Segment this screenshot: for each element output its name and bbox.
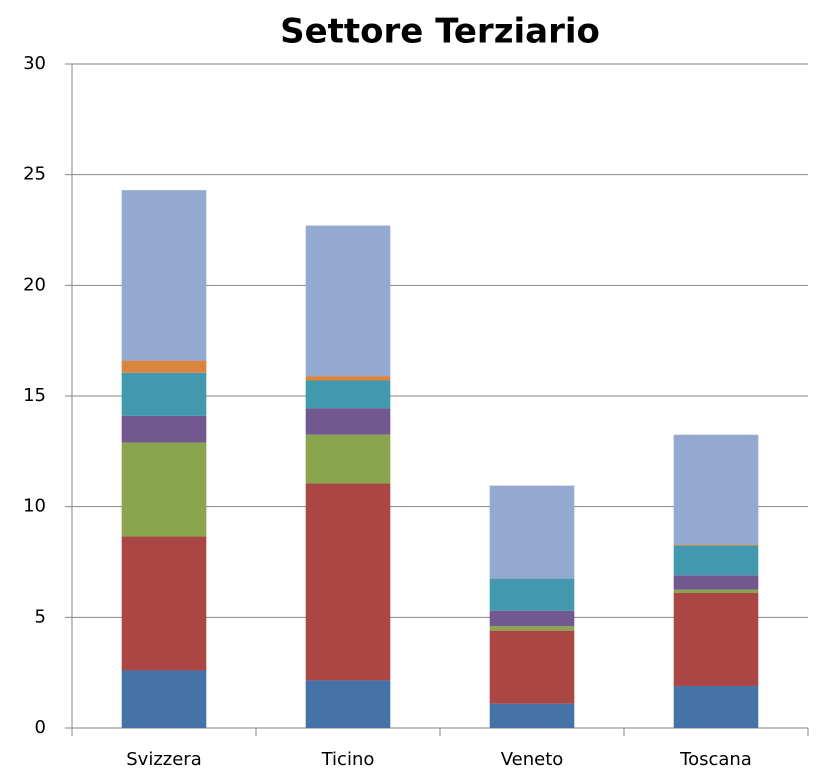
- x-tick-label: Ticino: [321, 749, 375, 770]
- y-tick-label: 15: [23, 385, 46, 406]
- y-tick-label: 0: [35, 717, 46, 738]
- bar-segment: [305, 376, 391, 381]
- bar-segment: [673, 544, 759, 546]
- y-tick-label: 25: [23, 164, 46, 185]
- bar-segment: [121, 670, 207, 728]
- bar-segment: [305, 483, 391, 681]
- bar-segment: [673, 434, 759, 545]
- bar-segment: [489, 485, 575, 579]
- bar-segment: [305, 380, 391, 409]
- bar-segment: [673, 575, 759, 590]
- y-tick-label: 20: [23, 274, 46, 295]
- bar-segment: [489, 703, 575, 728]
- bar-segment: [489, 578, 575, 611]
- bar-segment: [673, 592, 759, 686]
- bar-segment: [121, 536, 207, 671]
- bar-segment: [489, 610, 575, 627]
- x-tick-label: Toscana: [679, 749, 752, 770]
- bar-segment: [673, 545, 759, 576]
- bar-segment: [121, 372, 207, 416]
- bar-segment: [121, 442, 207, 537]
- bar-segment: [673, 685, 759, 728]
- bar-segment: [121, 415, 207, 443]
- bar-segment: [305, 680, 391, 728]
- bar-segment: [121, 360, 207, 373]
- chart-title: Settore Terziario: [280, 12, 600, 52]
- x-tick-label: Veneto: [501, 749, 564, 770]
- bar-segment: [305, 434, 391, 484]
- bar-segment: [489, 626, 575, 631]
- y-tick-label: 30: [23, 53, 46, 74]
- bar-segment: [489, 630, 575, 704]
- x-tick-label: Svizzera: [126, 749, 201, 770]
- bar-segment: [305, 408, 391, 435]
- bar-segment: [305, 225, 391, 377]
- bar-segment: [673, 589, 759, 593]
- bar-segment: [121, 190, 207, 361]
- y-tick-label: 5: [35, 606, 46, 627]
- y-tick-label: 10: [23, 496, 46, 517]
